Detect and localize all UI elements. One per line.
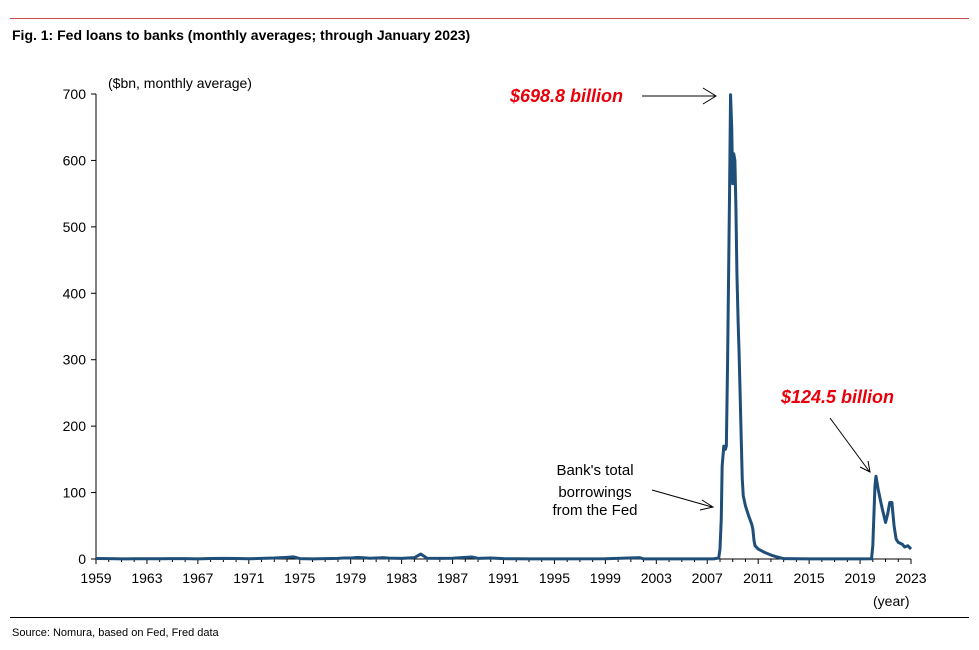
y-tick-label: 200 bbox=[63, 418, 87, 434]
y-tick-label: 700 bbox=[63, 86, 87, 102]
y-tick-label: 100 bbox=[63, 485, 87, 501]
series-line-fed-loans bbox=[95, 93, 913, 561]
x-tick-label: 1959 bbox=[80, 570, 111, 586]
annotation-peak-2020: $124.5 billion bbox=[780, 387, 894, 407]
x-tick-label: 2011 bbox=[743, 570, 773, 586]
y-tick-label: 400 bbox=[63, 285, 87, 301]
arrow-peak-2020 bbox=[829, 417, 871, 473]
y-axis-label: ($bn, monthly average) bbox=[108, 75, 252, 91]
arrow-borrowings bbox=[651, 489, 715, 511]
x-tick-label: 2019 bbox=[844, 570, 875, 586]
y-axis: 0 100 200 300 400 500 600 700 bbox=[63, 86, 97, 567]
y-tick-label: 0 bbox=[78, 551, 86, 567]
figure-title: Fig. 1: Fed loans to banks (monthly aver… bbox=[12, 27, 471, 43]
top-rule bbox=[10, 18, 969, 19]
y-tick-label: 500 bbox=[63, 219, 87, 235]
x-tick-label: 1995 bbox=[539, 570, 570, 586]
x-tick-label: 1983 bbox=[386, 570, 417, 586]
x-tick-label: 2023 bbox=[895, 570, 926, 586]
x-tick-label: 1975 bbox=[284, 570, 315, 586]
x-tick-label: 2003 bbox=[641, 570, 672, 586]
x-tick-label: 1967 bbox=[182, 570, 213, 586]
x-tick-label: 2015 bbox=[794, 570, 825, 586]
source-note: Source: Nomura, based on Fed, Fred data bbox=[12, 627, 219, 639]
annotation-borrowings-line-3: from the Fed bbox=[552, 502, 637, 519]
y-tick-label: 600 bbox=[63, 152, 87, 168]
annotation-borrowings-line-2: borrowings bbox=[558, 484, 631, 501]
annotation-peak-2008: $698.8 billion bbox=[509, 86, 623, 106]
x-tick-label: 2007 bbox=[692, 570, 723, 586]
bottom-rule bbox=[10, 617, 969, 618]
x-tick-label: 1991 bbox=[488, 570, 519, 586]
x-tick-label: 1979 bbox=[335, 570, 366, 586]
x-tick-label: 1987 bbox=[437, 570, 468, 586]
x-axis: 1959 1963 1967 1971 1975 1979 1983 1987 1991 1995… bbox=[80, 558, 927, 586]
arrow-peak-2008 bbox=[642, 87, 717, 105]
x-tick-label: 1999 bbox=[590, 570, 621, 586]
y-tick-label: 300 bbox=[63, 352, 87, 368]
x-tick-label: 1971 bbox=[233, 570, 264, 586]
annotation-borrowings-line-1: Bank's total bbox=[556, 462, 633, 479]
x-axis-label: (year) bbox=[873, 593, 910, 609]
x-tick-label: 1963 bbox=[131, 570, 162, 586]
